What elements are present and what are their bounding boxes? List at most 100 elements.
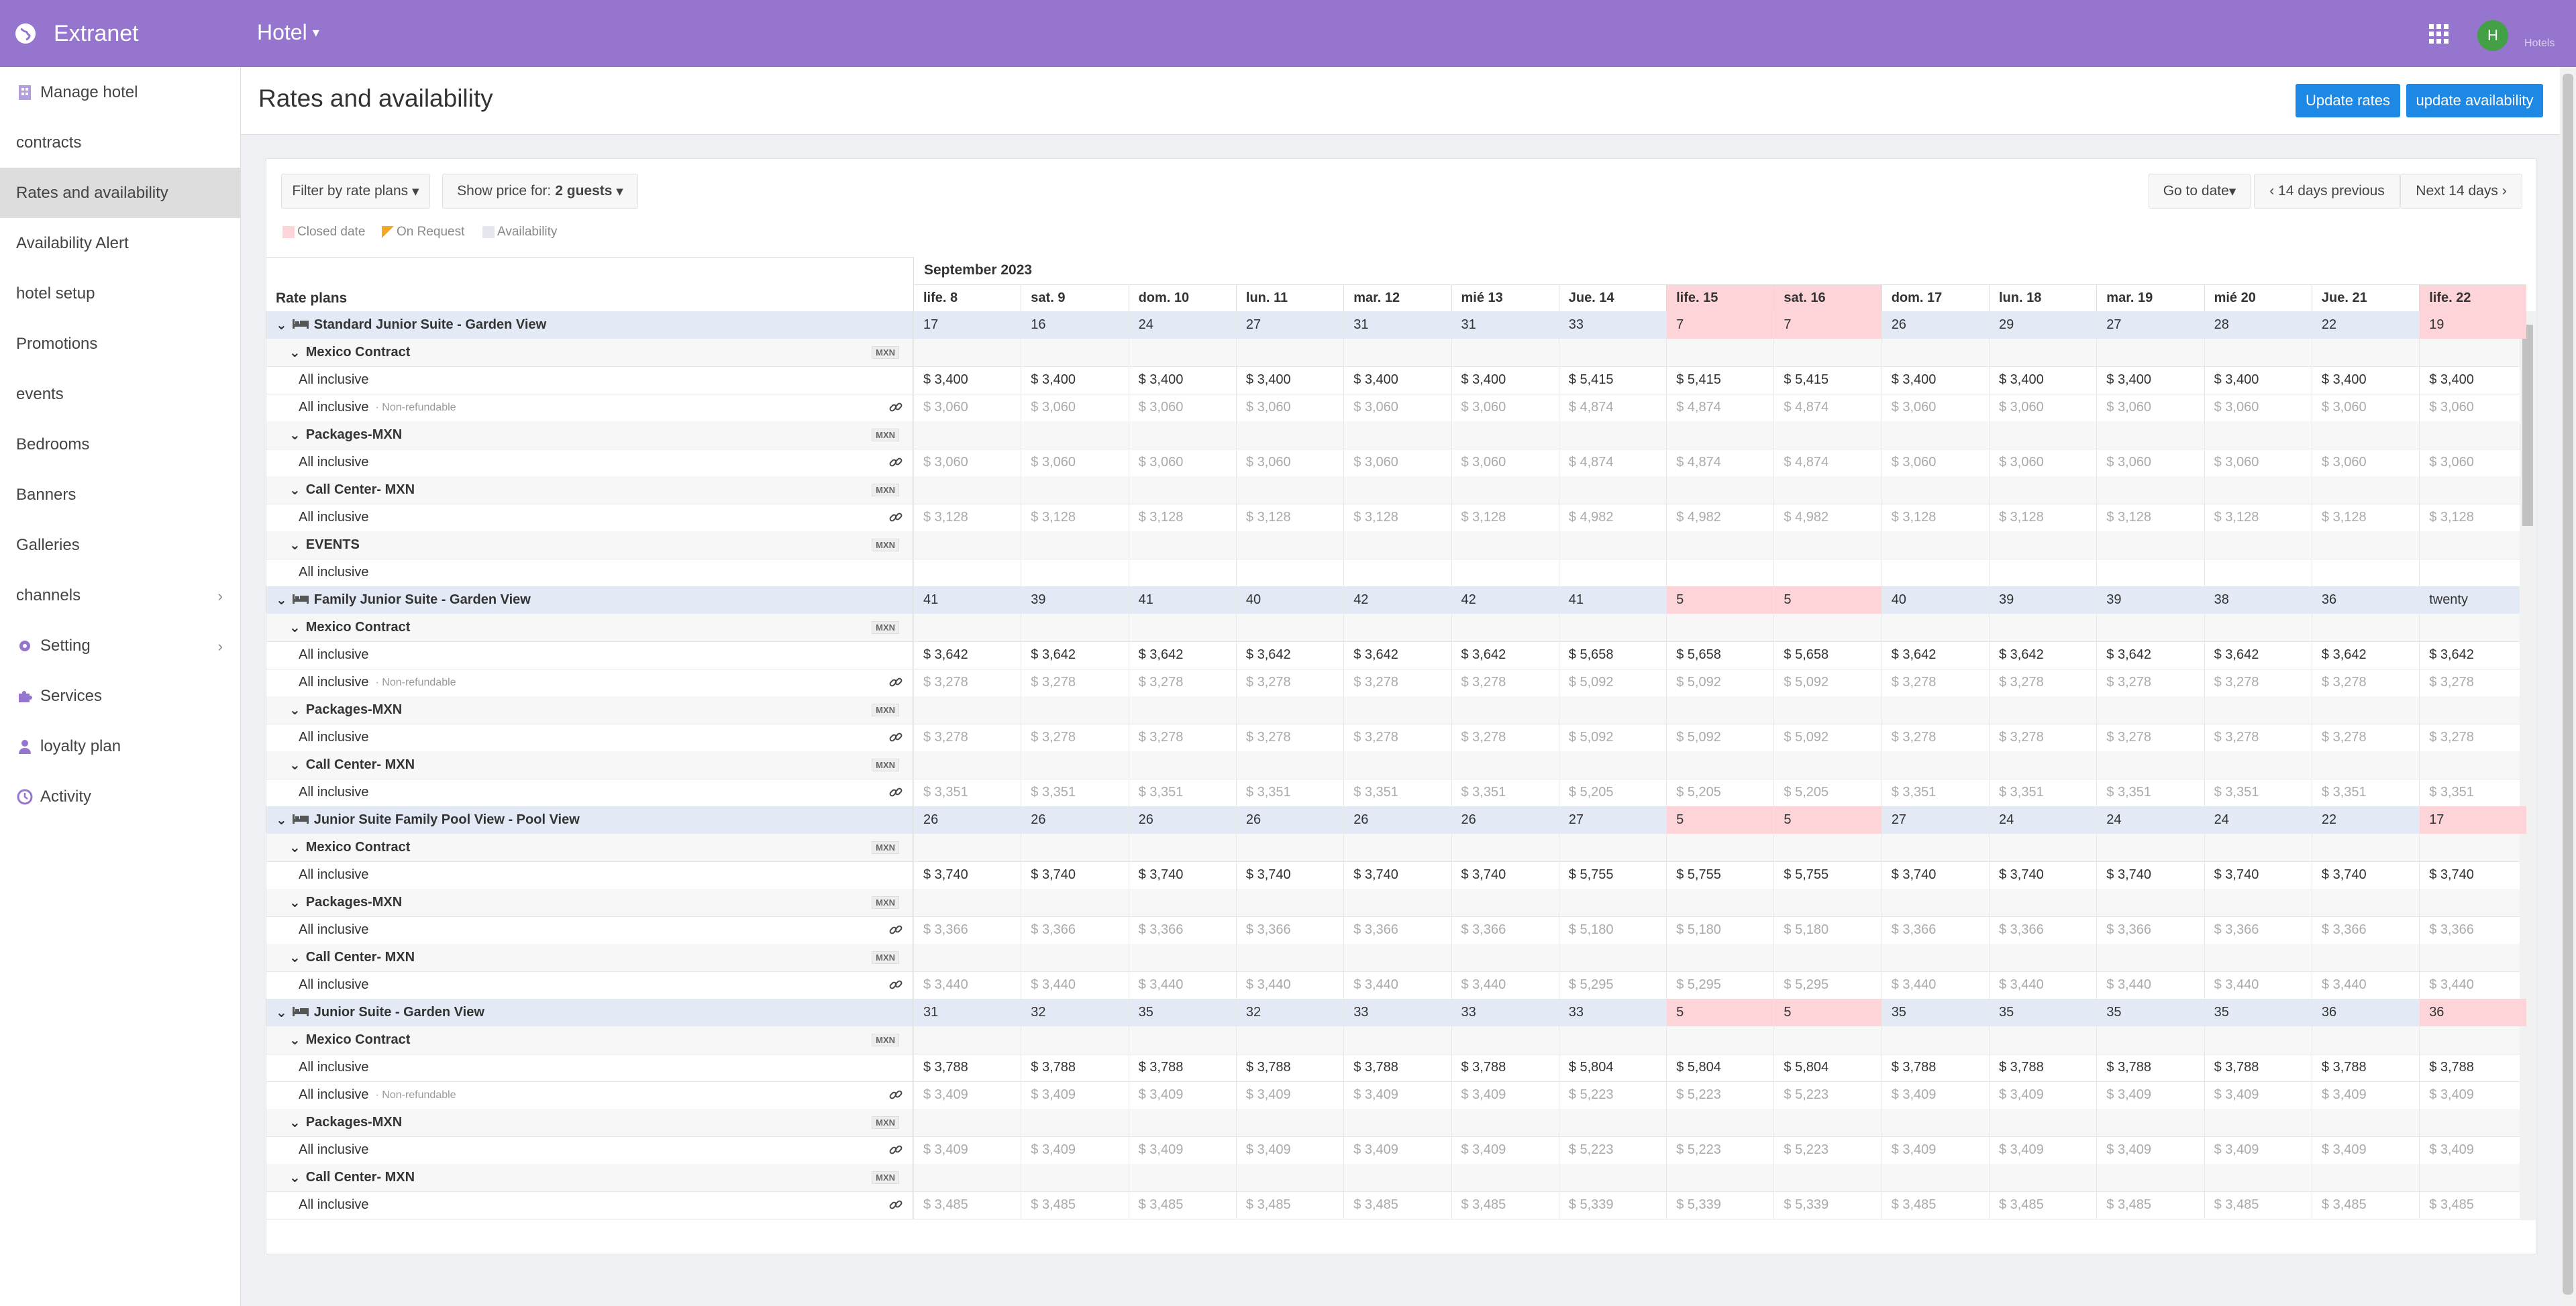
rate-cell[interactable]: $ 3,642 xyxy=(1451,641,1559,669)
rate-cell[interactable]: $ 3,128 xyxy=(1451,504,1559,531)
rate-cell[interactable]: $ 3,128 xyxy=(1881,504,1989,531)
rate-cell[interactable]: $ 3,060 xyxy=(1235,449,1343,476)
rate-cell[interactable]: $ 3,409 xyxy=(1021,1081,1128,1109)
availability-cell[interactable]: 17 xyxy=(2419,806,2527,834)
rate-cell[interactable]: $ 3,409 xyxy=(2419,1081,2526,1109)
rate-cell[interactable]: $ 3,366 xyxy=(1989,916,2096,944)
availability-cell[interactable]: 41 xyxy=(1128,586,1236,614)
sidebar-item-events[interactable]: events xyxy=(0,369,240,419)
availability-cell[interactable]: 26 xyxy=(1881,311,1989,339)
row-label[interactable]: All inclusive xyxy=(266,366,913,394)
row-label[interactable]: All inclusive xyxy=(266,559,913,586)
availability-cell[interactable]: 5 xyxy=(1666,999,1774,1026)
rate-cell[interactable]: $ 3,060 xyxy=(1451,449,1559,476)
rate-cell[interactable]: $ 3,740 xyxy=(913,861,1021,889)
rate-cell[interactable]: $ 3,409 xyxy=(913,1081,1021,1109)
rate-cell[interactable]: $ 3,351 xyxy=(1235,779,1343,806)
rate-cell[interactable]: $ 5,658 xyxy=(1558,641,1666,669)
rate-cell[interactable]: $ 3,128 xyxy=(1989,504,2096,531)
rate-cell[interactable]: $ 3,060 xyxy=(913,449,1021,476)
rate-cell[interactable] xyxy=(913,559,1021,586)
availability-cell[interactable]: 26 xyxy=(1128,806,1236,834)
rate-cell[interactable]: $ 5,804 xyxy=(1666,1054,1773,1081)
availability-cell[interactable]: 5 xyxy=(1773,586,1882,614)
apps-grid-icon[interactable] xyxy=(2429,24,2449,44)
rate-cell[interactable]: $ 3,440 xyxy=(1451,971,1559,999)
rate-cell[interactable]: $ 3,642 xyxy=(1343,641,1451,669)
availability-cell[interactable]: 16 xyxy=(1021,311,1128,339)
rate-cell[interactable]: $ 3,788 xyxy=(1128,1054,1236,1081)
rate-cell[interactable] xyxy=(1558,559,1666,586)
link-icon[interactable] xyxy=(888,730,903,745)
rate-cell[interactable]: $ 4,874 xyxy=(1773,394,1881,421)
rate-cell[interactable]: $ 3,366 xyxy=(1451,916,1559,944)
availability-cell[interactable]: 42 xyxy=(1343,586,1451,614)
availability-cell[interactable]: 5 xyxy=(1666,586,1774,614)
rate-cell[interactable]: $ 3,278 xyxy=(1451,724,1559,751)
rate-cell[interactable]: $ 3,440 xyxy=(2311,971,2419,999)
availability-cell[interactable]: 22 xyxy=(2311,806,2419,834)
rate-cell[interactable]: $ 3,351 xyxy=(1128,779,1236,806)
rate-cell[interactable]: $ 3,278 xyxy=(1451,669,1559,696)
chevron-down-icon[interactable]: ⌄ xyxy=(289,840,301,855)
rate-cell[interactable]: $ 3,642 xyxy=(2419,641,2526,669)
rate-cell[interactable]: $ 3,060 xyxy=(913,394,1021,421)
sidebar-item-availability-alert[interactable]: Availability Alert xyxy=(0,218,240,268)
rate-cell[interactable]: $ 3,409 xyxy=(2096,1081,2204,1109)
availability-cell[interactable]: 35 xyxy=(1881,999,1989,1026)
rate-cell[interactable]: $ 3,128 xyxy=(1021,504,1128,531)
rate-cell[interactable]: $ 5,223 xyxy=(1773,1136,1881,1164)
rate-cell[interactable]: $ 3,440 xyxy=(1989,971,2096,999)
rate-cell[interactable]: $ 3,440 xyxy=(1128,971,1236,999)
availability-cell[interactable]: 17 xyxy=(913,311,1021,339)
rate-cell[interactable]: $ 3,366 xyxy=(2419,916,2526,944)
chevron-down-icon[interactable]: ⌄ xyxy=(289,895,301,910)
rate-cell[interactable]: $ 3,060 xyxy=(2096,449,2204,476)
rate-cell[interactable]: $ 3,788 xyxy=(1235,1054,1343,1081)
link-icon[interactable] xyxy=(888,400,903,415)
rate-cell[interactable]: $ 3,278 xyxy=(1128,669,1236,696)
rate-cell[interactable]: $ 3,740 xyxy=(1451,861,1559,889)
rate-cell[interactable] xyxy=(2096,559,2204,586)
rate-cell[interactable] xyxy=(1021,559,1128,586)
rate-cell[interactable]: $ 3,128 xyxy=(1128,504,1236,531)
availability-cell[interactable]: 7 xyxy=(1666,311,1774,339)
row-label[interactable]: All inclusive · Non-refundable xyxy=(266,669,913,696)
rate-cell[interactable]: $ 3,351 xyxy=(1021,779,1128,806)
row-label[interactable]: All inclusive xyxy=(266,916,913,944)
availability-cell[interactable]: 7 xyxy=(1773,311,1882,339)
rate-cell[interactable]: $ 3,400 xyxy=(2419,366,2526,394)
rate-cell[interactable]: $ 3,788 xyxy=(1881,1054,1989,1081)
rate-cell[interactable]: $ 3,740 xyxy=(2204,861,2312,889)
availability-cell[interactable]: 31 xyxy=(1343,311,1451,339)
rate-cell[interactable]: $ 3,128 xyxy=(2096,504,2204,531)
avatar[interactable]: H xyxy=(2477,20,2508,51)
link-icon[interactable] xyxy=(888,785,903,800)
rate-cell[interactable]: $ 5,092 xyxy=(1666,669,1773,696)
rate-cell[interactable]: $ 3,740 xyxy=(1989,861,2096,889)
rate-cell[interactable]: $ 3,060 xyxy=(1021,449,1128,476)
rate-cell[interactable]: $ 3,060 xyxy=(1128,394,1236,421)
rate-cell[interactable]: $ 5,755 xyxy=(1666,861,1773,889)
rate-cell[interactable]: $ 3,278 xyxy=(2204,724,2312,751)
rate-cell[interactable]: $ 5,415 xyxy=(1558,366,1666,394)
rate-cell[interactable]: $ 5,755 xyxy=(1773,861,1881,889)
rate-cell[interactable]: $ 4,874 xyxy=(1773,449,1881,476)
rate-cell[interactable]: $ 5,295 xyxy=(1773,971,1881,999)
rate-cell[interactable]: $ 3,366 xyxy=(2096,916,2204,944)
rate-cell[interactable]: $ 3,788 xyxy=(913,1054,1021,1081)
availability-cell[interactable]: twenty xyxy=(2419,586,2526,614)
rate-cell[interactable]: $ 3,409 xyxy=(1881,1136,1989,1164)
rate-cell[interactable]: $ 3,409 xyxy=(1989,1136,2096,1164)
rate-cell[interactable]: $ 3,409 xyxy=(1343,1136,1451,1164)
rate-cell[interactable]: $ 3,400 xyxy=(1343,366,1451,394)
chevron-down-icon[interactable]: ⌄ xyxy=(289,428,301,443)
sidebar-item-contracts[interactable]: contracts xyxy=(0,117,240,168)
rate-cell[interactable]: $ 3,278 xyxy=(2204,669,2312,696)
rate-cell[interactable]: $ 3,409 xyxy=(1235,1136,1343,1164)
rate-cell[interactable]: $ 5,180 xyxy=(1558,916,1666,944)
chevron-down-icon[interactable]: ⌄ xyxy=(289,1033,301,1048)
rate-cell[interactable]: $ 3,485 xyxy=(2204,1191,2312,1219)
availability-cell[interactable]: 26 xyxy=(1343,806,1451,834)
availability-cell[interactable]: 24 xyxy=(2204,806,2312,834)
